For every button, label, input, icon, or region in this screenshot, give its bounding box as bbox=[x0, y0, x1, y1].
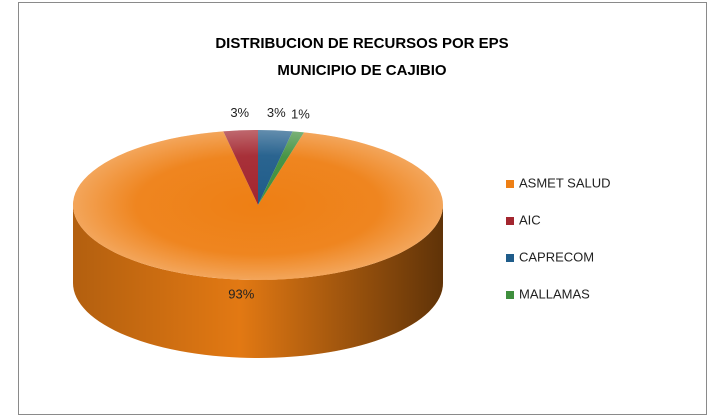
data-label: 3% bbox=[267, 105, 286, 120]
legend-label: CAPRECOM bbox=[519, 249, 594, 264]
data-label: 3% bbox=[230, 105, 249, 120]
chart-subtitle: MUNICIPIO DE CAJIBIO bbox=[277, 62, 447, 79]
pie-top-shade bbox=[73, 130, 443, 280]
chart-title: DISTRIBUCION DE RECURSOS POR EPS bbox=[215, 35, 508, 52]
data-label: 93% bbox=[228, 286, 254, 301]
pie-side-shade bbox=[73, 205, 443, 358]
legend-label: ASMET SALUD bbox=[519, 175, 611, 190]
data-label: 1% bbox=[291, 107, 310, 122]
legend-label: AIC bbox=[519, 212, 541, 227]
legend-swatch bbox=[506, 180, 514, 188]
legend-swatch bbox=[506, 254, 514, 262]
legend-label: MALLAMAS bbox=[519, 286, 590, 301]
legend-swatch bbox=[506, 217, 514, 225]
legend-swatch bbox=[506, 291, 514, 299]
